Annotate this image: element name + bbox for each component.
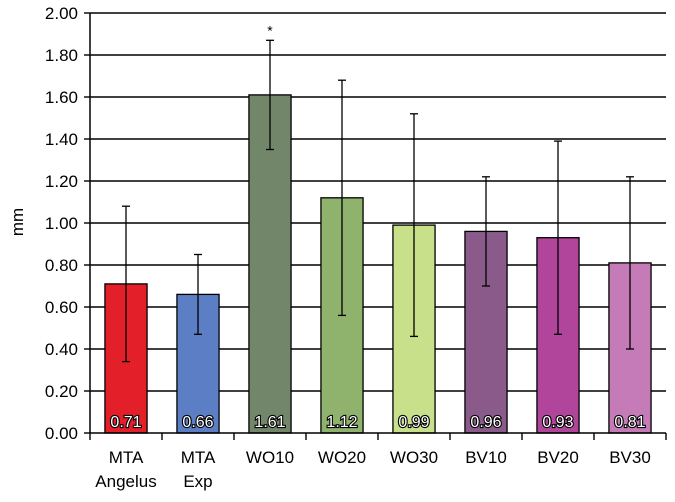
x-tick-label-4-0: WO30 bbox=[390, 448, 438, 467]
x-tick-label-0-0: MTA bbox=[109, 448, 144, 467]
y-tick-label-1: 0.20 bbox=[45, 382, 78, 401]
annotation-0: * bbox=[267, 22, 273, 38]
data-label-1: 0.66 bbox=[182, 414, 213, 431]
x-axis-labels: MTA Angelus MTA Exp WO10 WO20 WO30 BV10 BV20 BV30 bbox=[95, 448, 651, 491]
y-tick-label-2: 0.40 bbox=[45, 340, 78, 359]
data-label-5: 0.96 bbox=[470, 414, 501, 431]
y-tick-label-8: 1.60 bbox=[45, 88, 78, 107]
y-axis-ticks: 0.00 0.20 0.40 0.60 0.80 1.00 1.20 1.40 1.60 1.80… bbox=[45, 4, 90, 443]
data-label-7: 0.81 bbox=[614, 414, 645, 431]
y-axis-title: mm bbox=[8, 208, 27, 236]
bars bbox=[104, 94, 652, 434]
y-tick-label-6: 1.20 bbox=[45, 172, 78, 191]
x-tick-label-1-1: Exp bbox=[183, 472, 212, 491]
y-tick-label-9: 1.80 bbox=[45, 46, 78, 65]
data-label-4: 0.99 bbox=[398, 414, 429, 431]
y-tick-label-10: 2.00 bbox=[45, 4, 78, 23]
data-labels: 0.71 0.66 1.61 1.12 0.99 0.96 0.93 0.81 bbox=[109, 413, 646, 432]
data-label-2: 1.61 bbox=[254, 414, 285, 431]
y-tick-label-5: 1.00 bbox=[45, 214, 78, 233]
x-tick-label-6-0: BV20 bbox=[537, 448, 579, 467]
y-tick-label-4: 0.80 bbox=[45, 256, 78, 275]
x-tick-label-3-0: WO20 bbox=[318, 448, 366, 467]
y-tick-label-7: 1.40 bbox=[45, 130, 78, 149]
y-tick-label-0: 0.00 bbox=[45, 424, 78, 443]
x-tick-label-2-0: WO10 bbox=[246, 448, 294, 467]
x-tick-label-0-1: Angelus bbox=[95, 472, 156, 491]
x-tick-label-7-0: BV30 bbox=[609, 448, 651, 467]
x-tick-label-5-0: BV10 bbox=[465, 448, 507, 467]
error-bars: * bbox=[122, 22, 634, 363]
data-label-6: 0.93 bbox=[542, 414, 573, 431]
y-tick-label-3: 0.60 bbox=[45, 298, 78, 317]
data-label-3: 1.12 bbox=[326, 414, 357, 431]
x-tick-label-1-0: MTA bbox=[181, 448, 216, 467]
data-label-0: 0.71 bbox=[110, 414, 141, 431]
axes bbox=[89, 13, 667, 440]
